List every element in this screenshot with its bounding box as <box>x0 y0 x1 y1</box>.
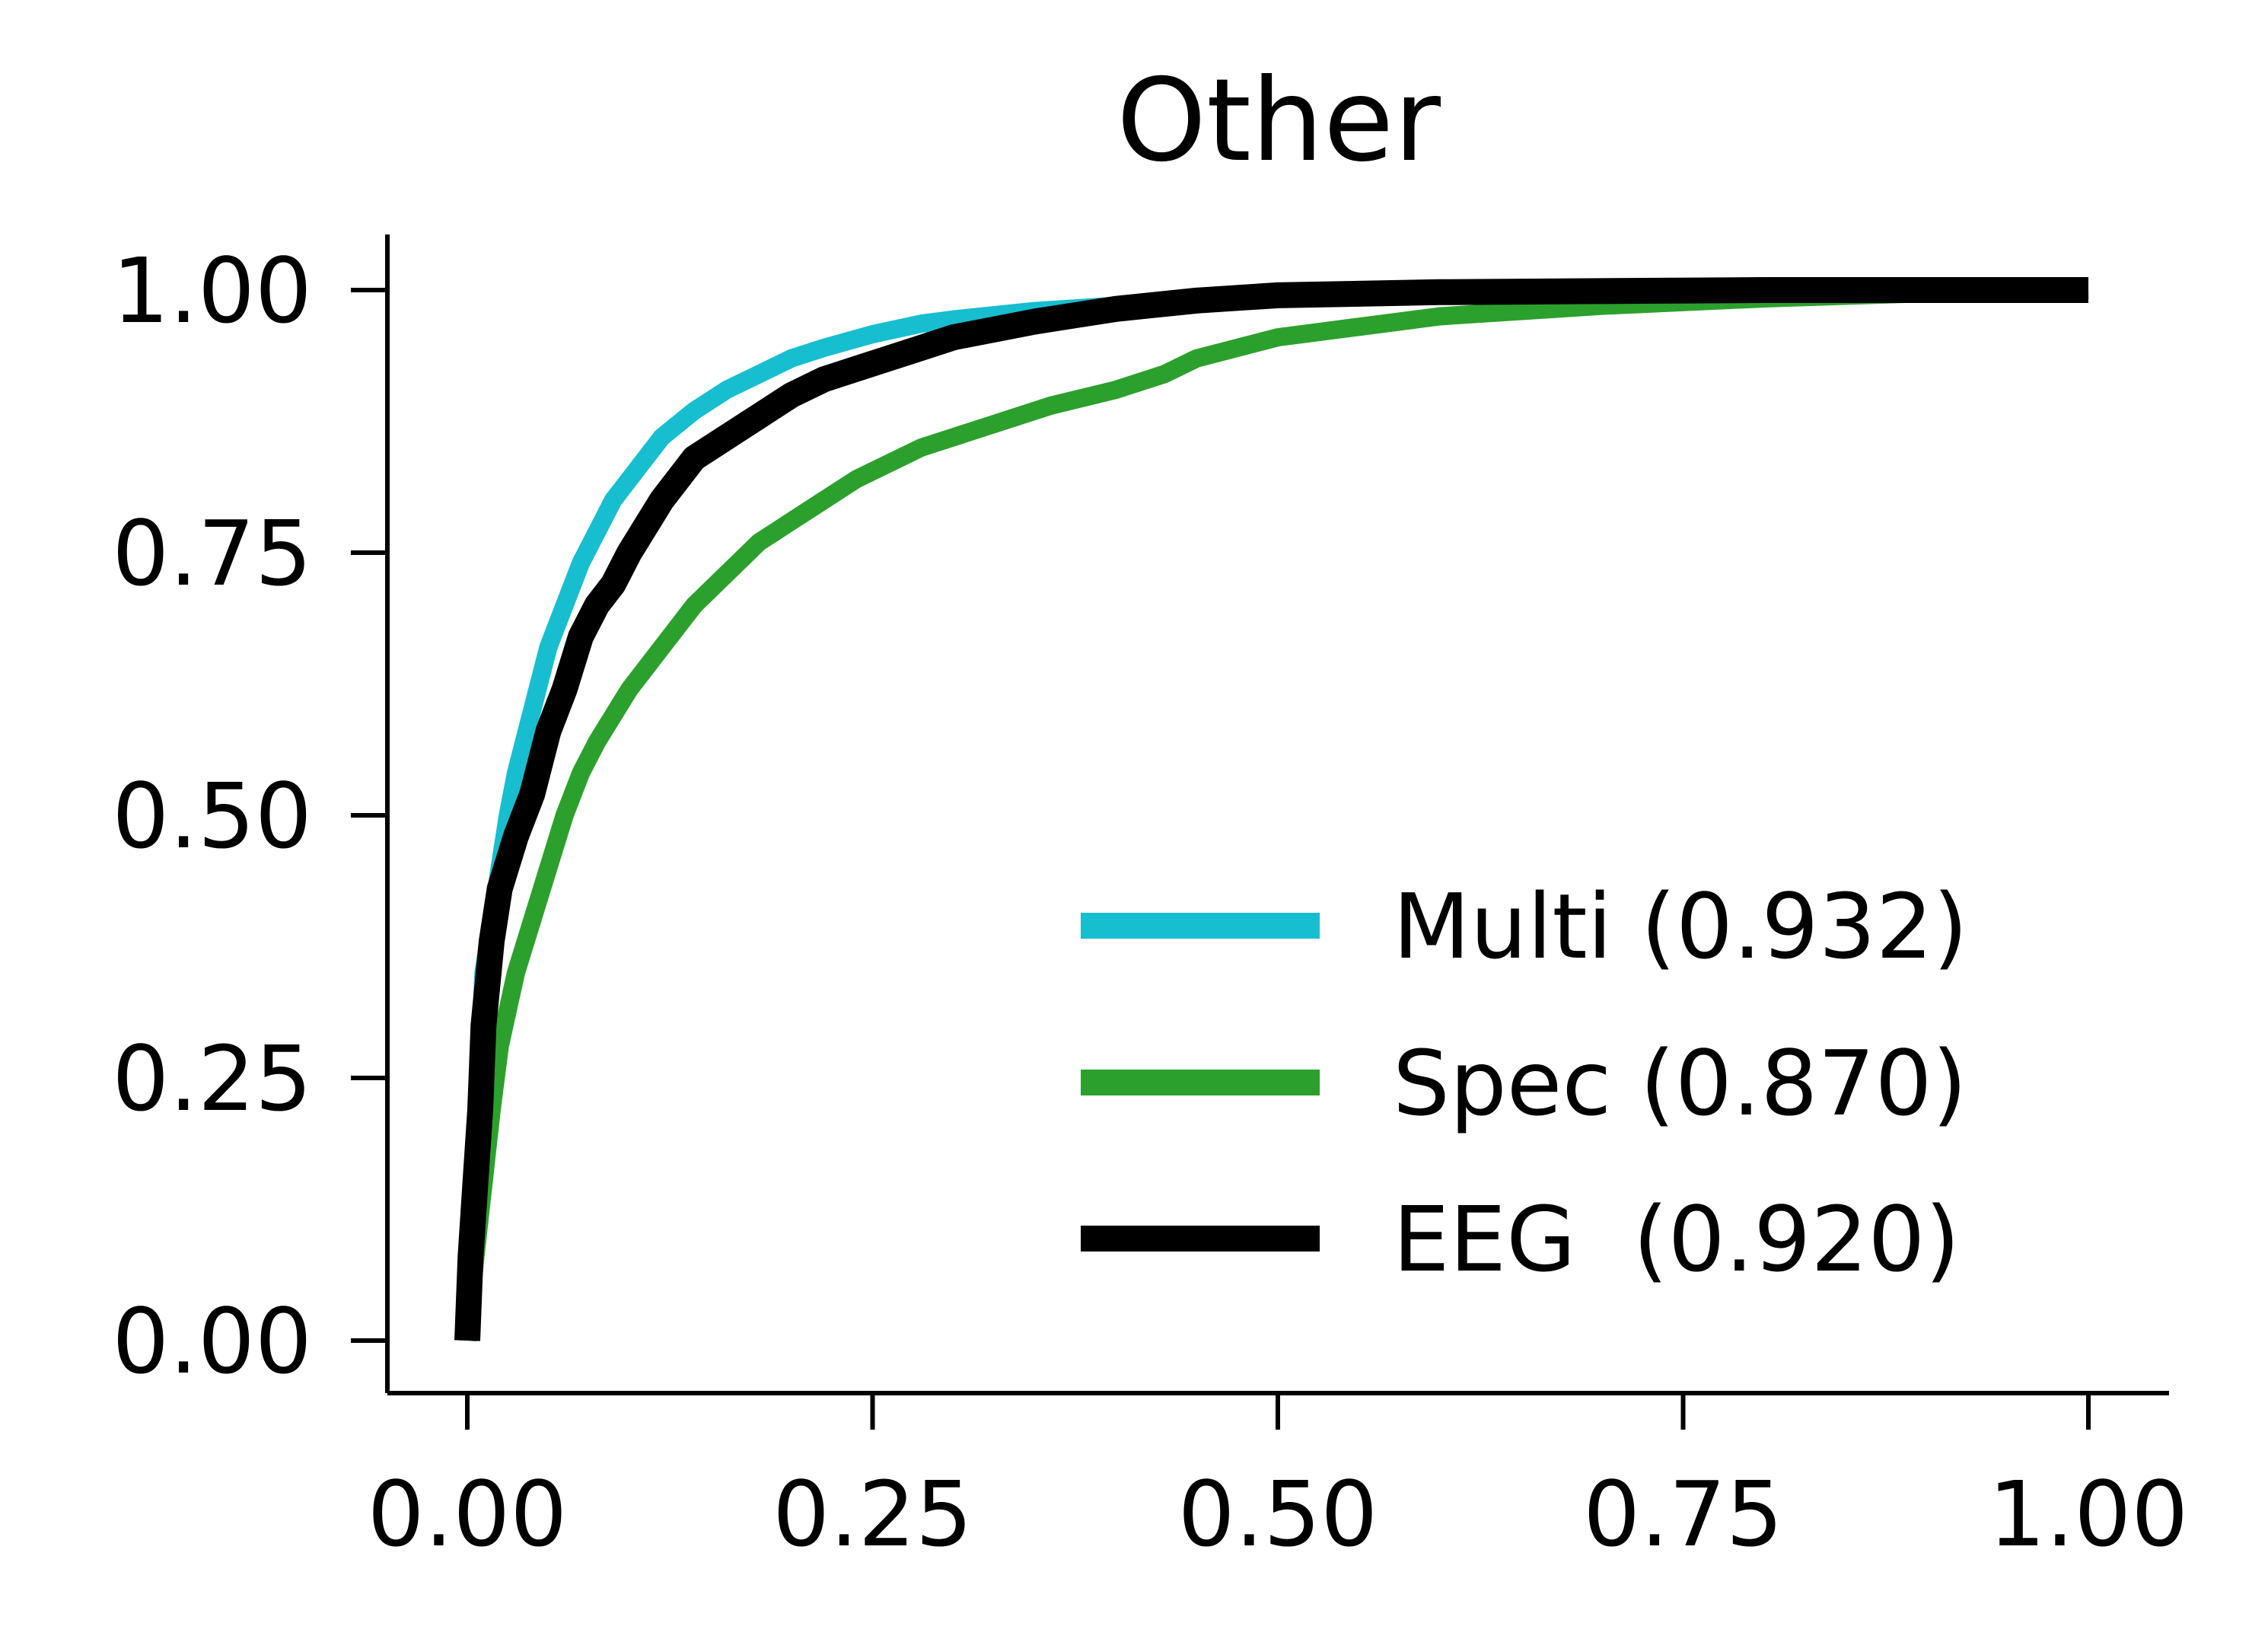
x-tick-label: 1.00 <box>1989 1462 2189 1567</box>
y-tick-label: 0.25 <box>112 1026 312 1131</box>
y-tick-label: 0.50 <box>112 764 312 869</box>
x-tick-label: 0.00 <box>368 1462 568 1567</box>
x-tick-label: 0.75 <box>1583 1462 1783 1567</box>
series-line-2 <box>458 281 2089 1342</box>
legend: Multi (0.932) Spec (0.870) EEG (0.920) <box>1081 874 1968 1292</box>
y-axis-ticks: 0.00 0.25 0.50 0.75 1.00 <box>112 238 387 1394</box>
chart-title: Other <box>1116 55 1441 187</box>
y-tick-label: 0.00 <box>112 1289 312 1394</box>
x-tick-label: 0.50 <box>1178 1462 1378 1567</box>
y-tick-label: 0.75 <box>112 501 312 606</box>
legend-label-1: Multi (0.932) <box>1393 874 1968 979</box>
legend-label-3: EEG (0.920) <box>1393 1187 1960 1292</box>
series-line-3 <box>454 277 2088 1341</box>
y-tick-label: 1.00 <box>112 238 312 343</box>
x-axis-ticks: 0.00 0.25 0.50 0.75 1.00 <box>368 1393 2189 1567</box>
x-tick-label: 0.25 <box>772 1462 973 1567</box>
legend-label-2: Spec (0.870) <box>1393 1031 1967 1136</box>
plot-area <box>454 277 2089 1342</box>
